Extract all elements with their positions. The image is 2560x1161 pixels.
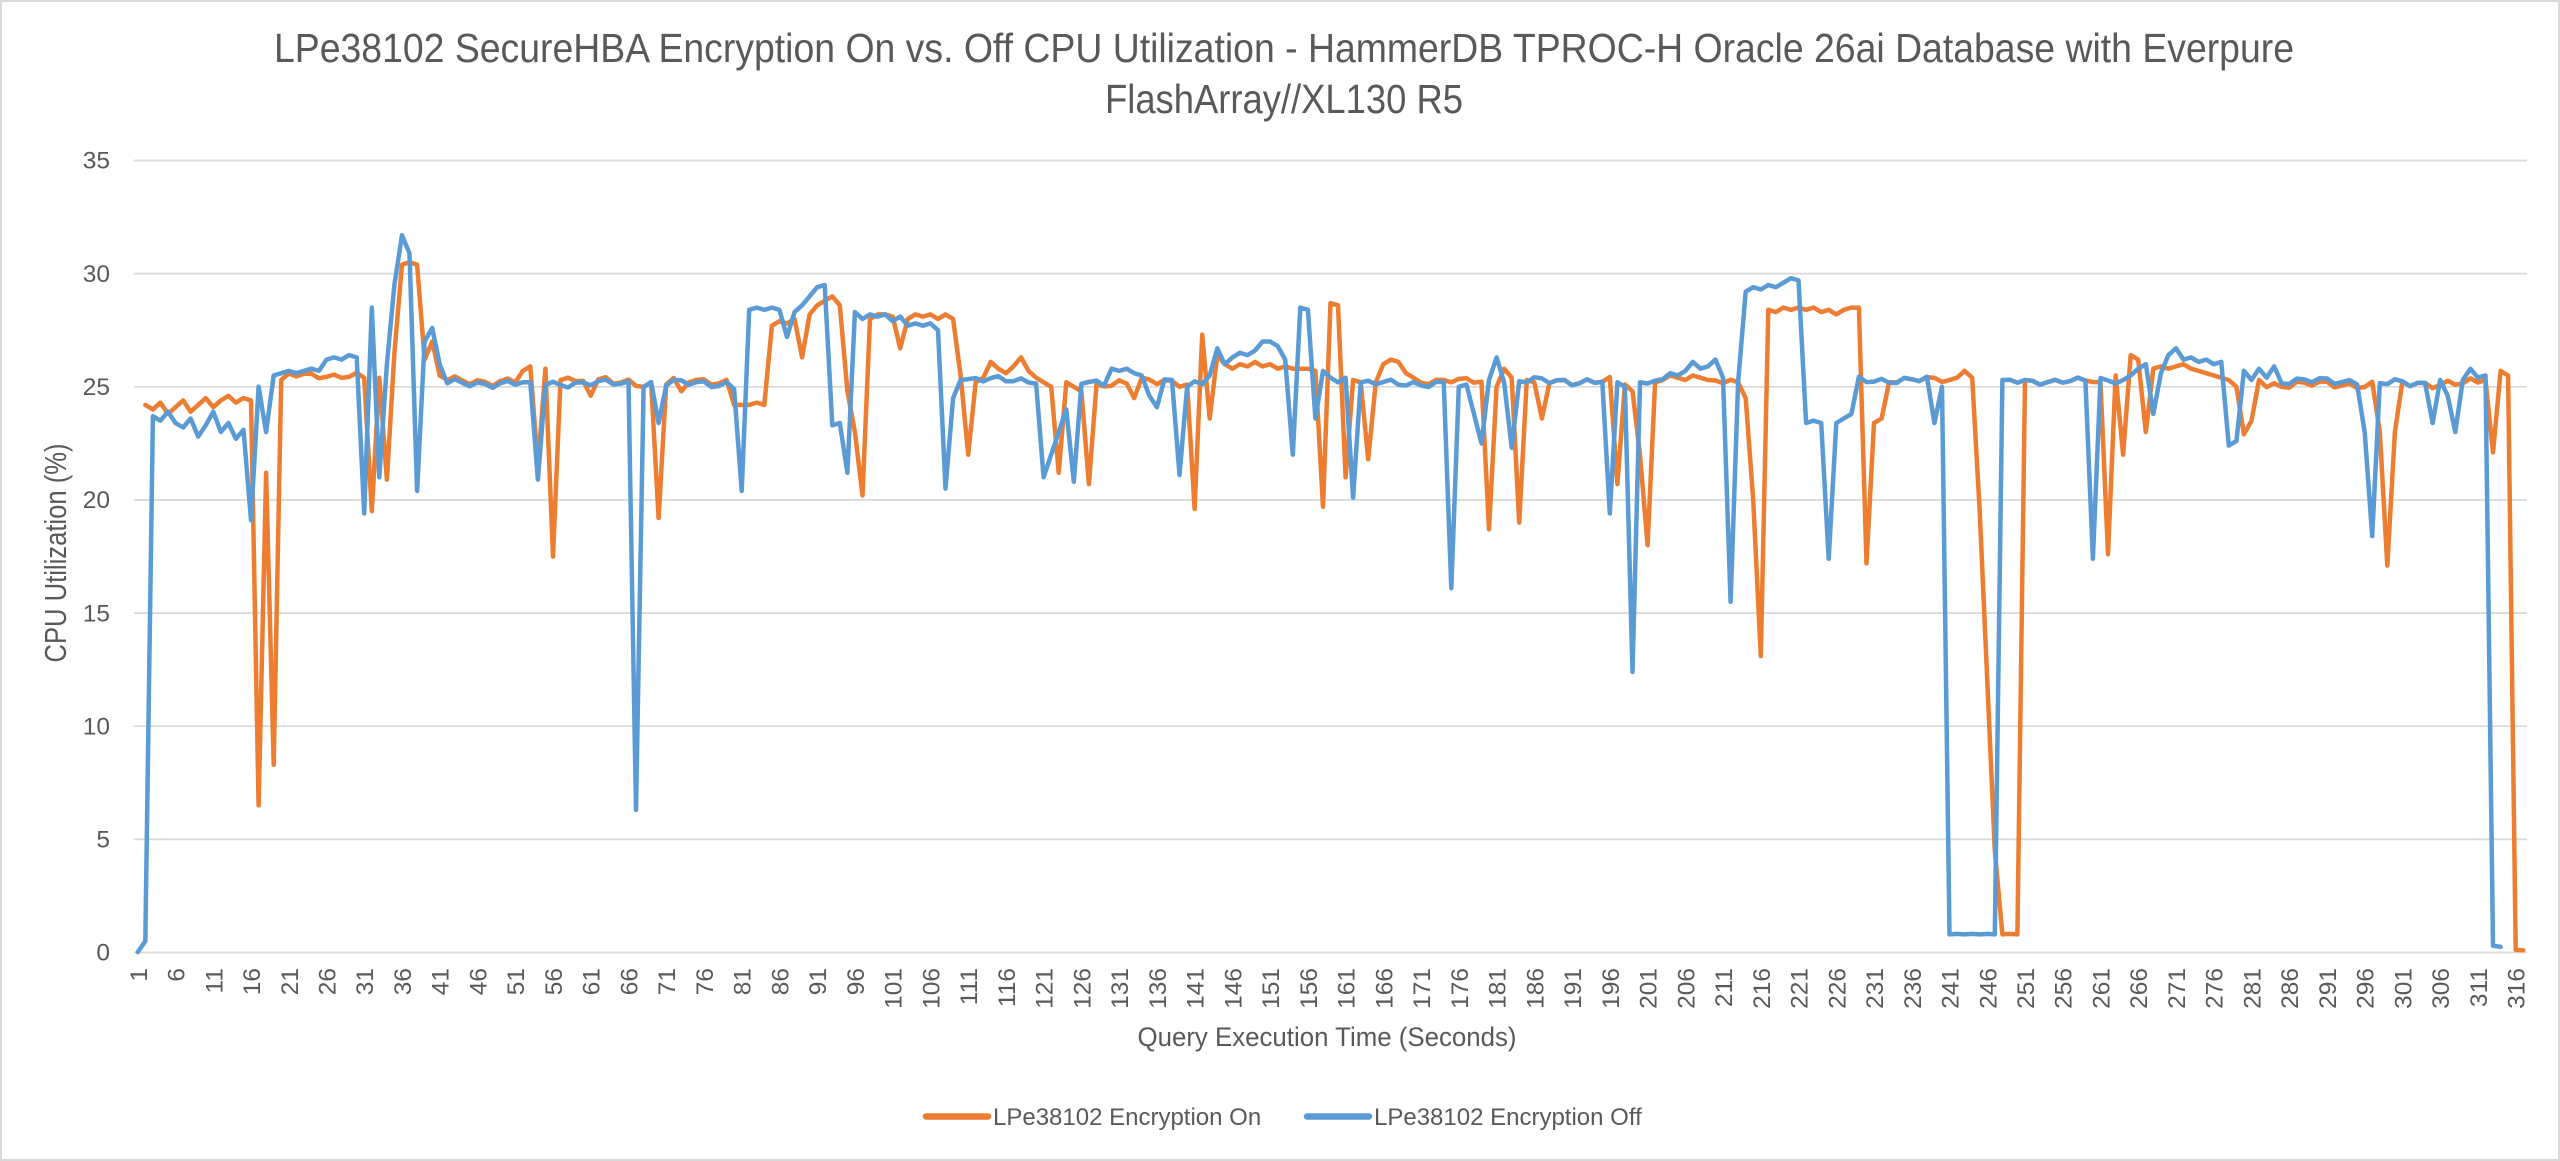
svg-text:106: 106 — [918, 968, 945, 1009]
svg-text:CPU Utilization (%): CPU Utilization (%) — [38, 444, 73, 663]
svg-text:196: 196 — [1598, 968, 1625, 1009]
svg-text:261: 261 — [2089, 968, 2116, 1009]
svg-text:161: 161 — [1334, 968, 1361, 1009]
svg-text:131: 131 — [1107, 968, 1134, 1009]
svg-text:41: 41 — [428, 968, 455, 995]
svg-text:306: 306 — [2428, 968, 2455, 1009]
svg-text:191: 191 — [1560, 968, 1587, 1009]
svg-text:101: 101 — [881, 968, 908, 1009]
svg-text:266: 266 — [2126, 968, 2153, 1009]
svg-text:16: 16 — [239, 968, 266, 995]
svg-text:66: 66 — [617, 968, 644, 995]
svg-text:216: 216 — [1749, 968, 1776, 1009]
svg-text:5: 5 — [96, 827, 110, 854]
svg-text:226: 226 — [1824, 968, 1851, 1009]
svg-text:276: 276 — [2202, 968, 2229, 1009]
svg-text:206: 206 — [1673, 968, 1700, 1009]
svg-text:146: 146 — [1220, 968, 1247, 1009]
svg-text:96: 96 — [843, 968, 870, 995]
svg-text:116: 116 — [994, 968, 1021, 1007]
svg-text:186: 186 — [1522, 968, 1549, 1009]
svg-text:156: 156 — [1296, 968, 1323, 1009]
svg-text:256: 256 — [2051, 968, 2078, 1009]
svg-text:36: 36 — [390, 968, 417, 995]
svg-text:151: 151 — [1258, 968, 1285, 1009]
svg-text:291: 291 — [2315, 968, 2342, 1009]
svg-text:231: 231 — [1862, 968, 1889, 1009]
svg-text:171: 171 — [1409, 968, 1436, 1009]
svg-text:1: 1 — [126, 968, 153, 982]
svg-text:176: 176 — [1447, 968, 1474, 1009]
svg-text:21: 21 — [277, 968, 304, 995]
svg-text:311: 311 — [2466, 968, 2493, 1007]
svg-text:61: 61 — [579, 968, 606, 995]
svg-text:46: 46 — [466, 968, 493, 995]
svg-text:31: 31 — [352, 968, 379, 995]
svg-text:246: 246 — [1975, 968, 2002, 1009]
svg-text:10: 10 — [83, 713, 110, 740]
svg-text:236: 236 — [1900, 968, 1927, 1009]
svg-text:11: 11 — [201, 968, 228, 993]
svg-text:121: 121 — [1032, 968, 1059, 1009]
svg-text:296: 296 — [2353, 968, 2380, 1009]
svg-text:251: 251 — [2013, 968, 2040, 1009]
svg-text:LPe38102 Encryption On: LPe38102 Encryption On — [993, 1104, 1261, 1131]
svg-text:76: 76 — [692, 968, 719, 995]
svg-text:15: 15 — [83, 600, 110, 627]
svg-text:6: 6 — [164, 968, 191, 982]
svg-text:30: 30 — [83, 261, 110, 288]
svg-text:211: 211 — [1711, 968, 1738, 1007]
svg-text:LPe38102 Encryption Off: LPe38102 Encryption Off — [1374, 1104, 1642, 1131]
svg-text:166: 166 — [1371, 968, 1398, 1009]
svg-text:51: 51 — [503, 968, 530, 995]
svg-text:136: 136 — [1145, 968, 1172, 1009]
svg-text:20: 20 — [83, 487, 110, 514]
svg-text:Query Execution Time (Seconds): Query Execution Time (Seconds) — [1138, 1022, 1517, 1052]
svg-text:FlashArray//XL130 R5: FlashArray//XL130 R5 — [1105, 76, 1463, 122]
svg-text:91: 91 — [805, 968, 832, 995]
svg-text:141: 141 — [1183, 968, 1210, 1009]
svg-text:201: 201 — [1636, 968, 1663, 1009]
svg-text:181: 181 — [1485, 968, 1512, 1009]
svg-text:126: 126 — [1069, 968, 1096, 1009]
svg-text:271: 271 — [2164, 968, 2191, 1009]
svg-text:316: 316 — [2504, 968, 2531, 1009]
svg-text:301: 301 — [2390, 968, 2417, 1009]
svg-text:35: 35 — [83, 148, 110, 175]
svg-text:0: 0 — [96, 940, 110, 967]
svg-text:286: 286 — [2277, 968, 2304, 1009]
svg-text:26: 26 — [315, 968, 342, 995]
svg-text:111: 111 — [956, 968, 983, 1005]
svg-text:81: 81 — [730, 968, 757, 995]
svg-text:56: 56 — [541, 968, 568, 995]
svg-text:241: 241 — [1938, 968, 1965, 1009]
svg-text:86: 86 — [767, 968, 794, 995]
svg-text:71: 71 — [654, 968, 681, 995]
svg-text:LPe38102 SecureHBA Encryption: LPe38102 SecureHBA Encryption On vs. Off… — [274, 25, 2294, 71]
svg-text:281: 281 — [2240, 968, 2267, 1009]
svg-text:221: 221 — [1787, 968, 1814, 1009]
svg-text:25: 25 — [83, 374, 110, 401]
